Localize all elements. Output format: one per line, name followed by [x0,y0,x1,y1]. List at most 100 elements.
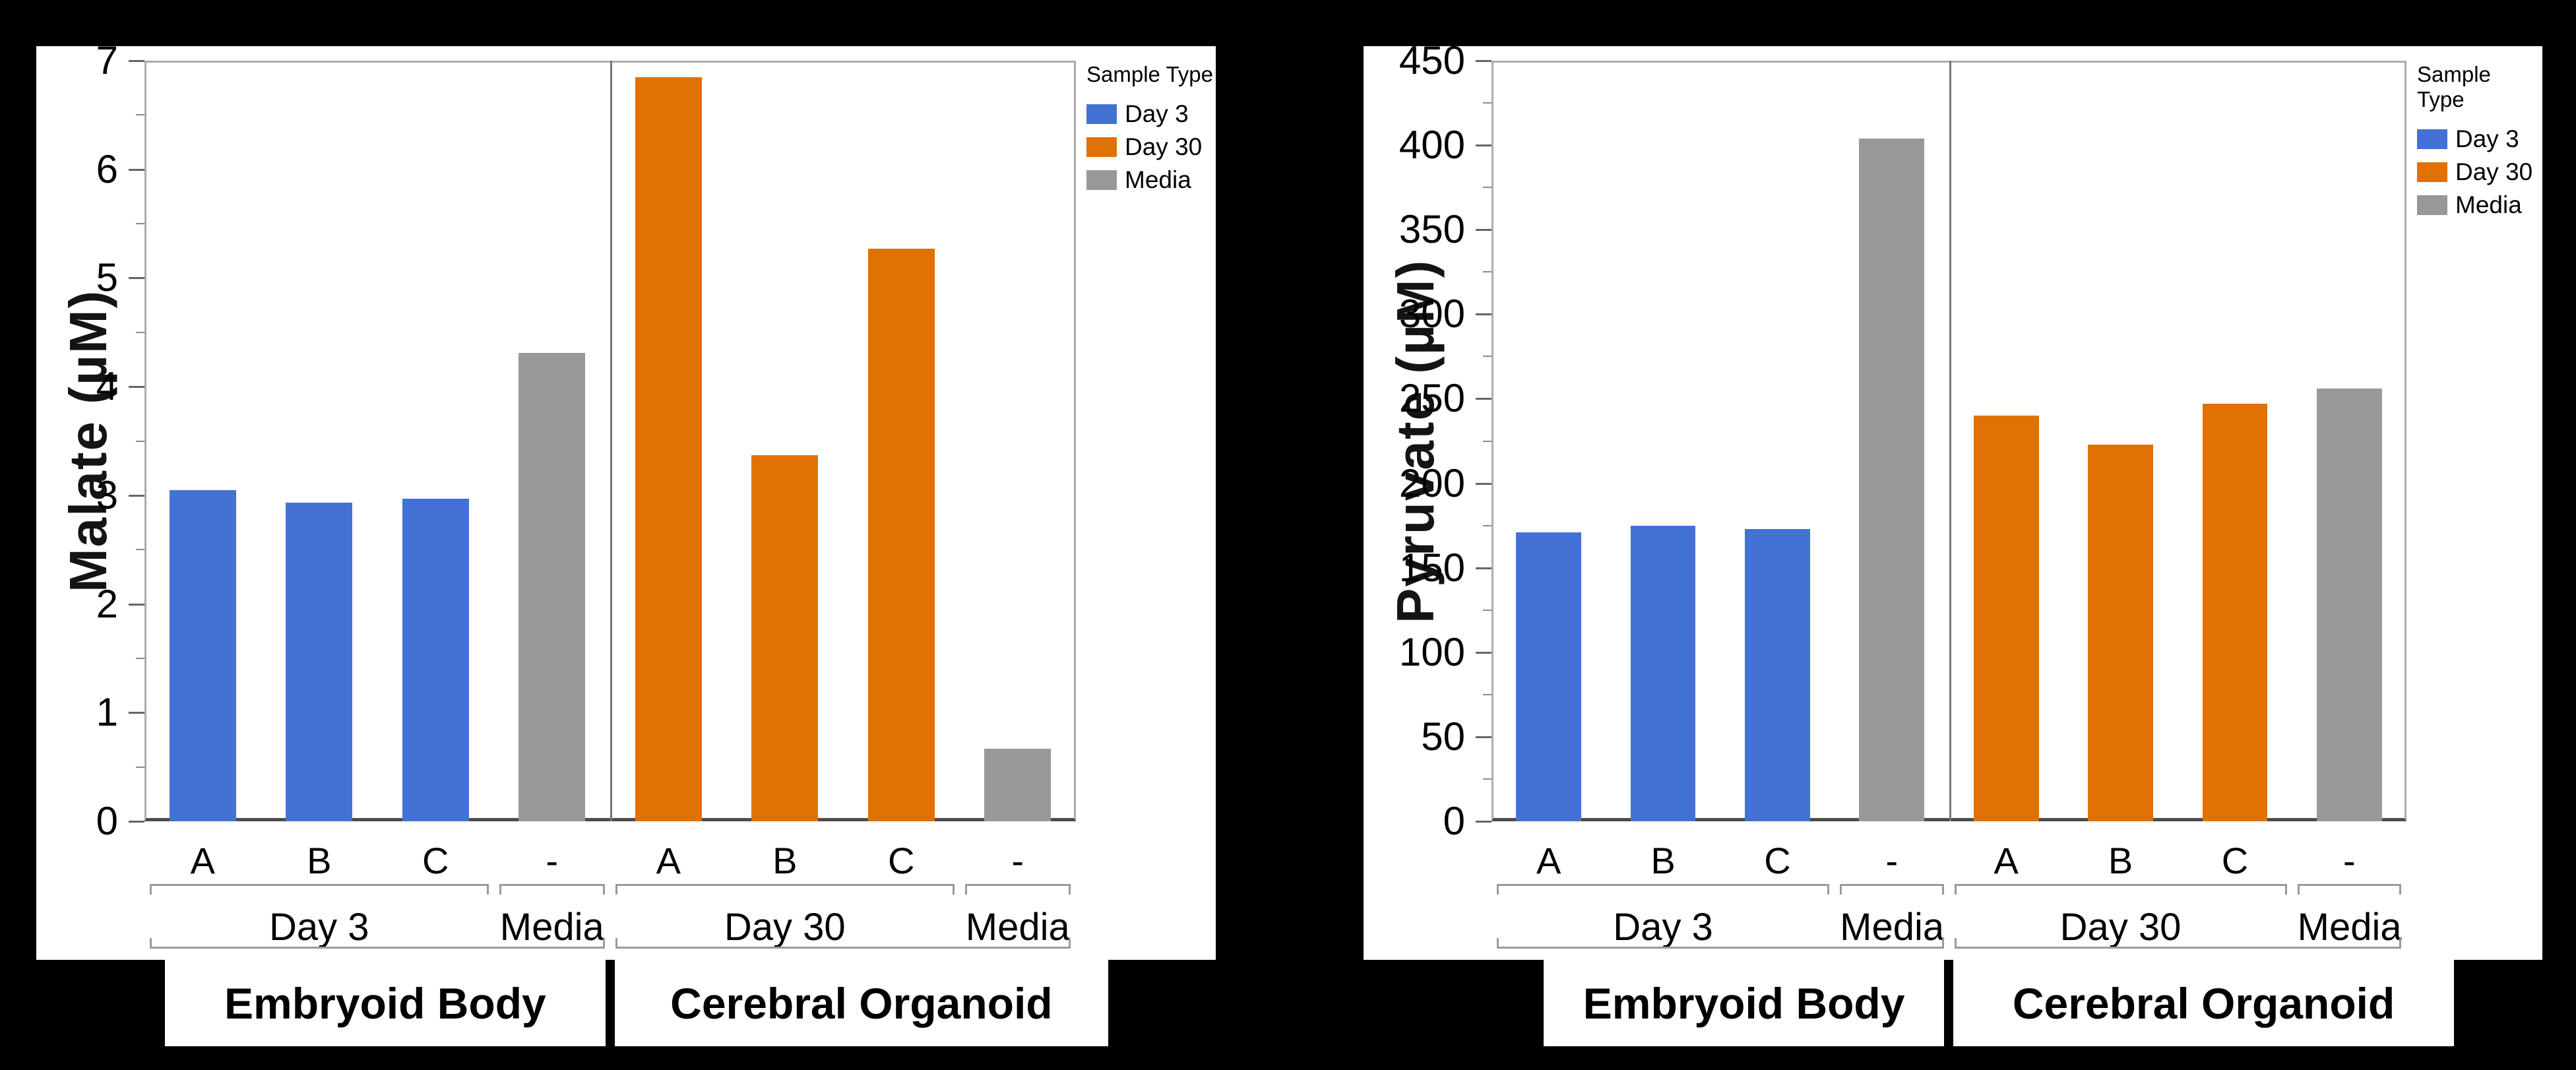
y-major-tick [129,60,144,62]
group-label-embryoid-body: Embryoid Body [1583,978,1905,1028]
y-tick-label: 200 [1398,460,1465,505]
group-bracket [2297,884,2401,895]
y-minor-tick [1483,693,1492,695]
legend-item-label: Media [2455,191,2522,218]
category-label: B [2108,840,2133,881]
y-tick-label: 2 [96,581,118,626]
y-tick-label: 100 [1398,629,1465,674]
y-tick-label: 1 [96,690,118,735]
y-major-tick [1476,398,1492,400]
category-label: C [888,840,915,881]
y-major-tick [1476,144,1492,147]
outer-bracket-line [150,938,605,949]
legend-item-label: Media [1125,166,1191,193]
bar-day3-C [402,498,469,821]
bar-media-- [1859,138,1925,821]
legend-swatch [2417,129,2447,149]
legend-item-day30: Day 30 [1086,131,1213,164]
y-tick-label: 400 [1398,123,1465,168]
outer-bracket-line [1954,938,2401,949]
bar-day30-B [751,455,819,821]
y-major-tick [129,821,144,823]
group-label-divider [1944,960,1954,1046]
category-label: - [1011,840,1024,881]
y-major-tick [1476,229,1492,232]
legend-item-label: Day 30 [2455,158,2533,185]
group-divider-line [610,61,612,821]
y-tick-label: 150 [1398,545,1465,590]
category-label: A [656,840,681,881]
group-label-cerebral-organoid: Cerebral Organoid [670,978,1053,1028]
category-label: A [190,840,215,881]
y-major-tick [1476,60,1492,62]
group-label-cerebral-organoid: Cerebral Organoid [2012,978,2395,1028]
y-tick-label: 300 [1398,292,1465,336]
bar-day3-B [286,503,353,821]
group-bracket [1840,884,1944,895]
bar-day3-A [1516,532,1582,821]
group-bracket-label: Media [965,906,1070,949]
pyruvate-y-axis-title: Pyruvate (µM) [1386,259,1445,623]
group-label-divider [605,960,615,1046]
y-minor-tick [1483,778,1492,780]
y-tick-label: 250 [1398,376,1465,421]
bar-day30-C [867,248,935,821]
group-bracket [1497,884,1830,895]
y-major-tick [129,603,144,606]
malate-legend: Sample Type Day 3 Day 30 Media [1086,62,1213,197]
y-tick-label: 7 [96,38,118,82]
y-major-tick [129,277,144,280]
bar-day30-C [2202,404,2268,821]
legend-item-day3: Day 3 [1086,98,1213,131]
pyruvate-chart-panel: Pyruvate (µM) Sample Type Day 3 Day 30 Med… [1364,40,2542,960]
bar-day3-C [1745,528,1810,821]
group-bracket-label: Day 30 [2059,906,2182,949]
outer-bracket-line [1497,938,1944,949]
group-bracket [499,884,605,895]
legend-item-label: Day 30 [1125,133,1203,160]
legend-title: Sample Type [1086,62,1214,86]
y-major-tick [1476,821,1492,823]
y-minor-tick [1483,440,1492,442]
y-minor-tick [136,440,144,442]
group-bracket-label: Media [499,906,604,949]
category-label: A [1536,840,1561,881]
group-bracket-label: Media [1840,906,1945,949]
category-label: C [2221,840,2249,881]
bar-day3-A [169,489,236,821]
y-tick-label: 5 [96,255,118,300]
y-tick-label: 0 [96,799,118,843]
category-label: C [422,840,449,881]
y-tick-label: 3 [96,472,118,517]
legend-swatch [1086,137,1117,157]
legend-swatch [1086,104,1117,124]
legend-item-day3: Day 3 [2417,123,2542,156]
y-major-tick [1476,651,1492,654]
group-bracket-label: Day 3 [268,906,369,949]
y-tick-label: 6 [96,146,118,191]
bar-media-- [2316,389,2382,821]
group-bracket [964,884,1071,895]
group-bracket [1954,884,2287,895]
category-label: - [2342,840,2356,881]
y-minor-tick [136,331,144,333]
legend-item-label: Day 3 [1125,100,1189,127]
y-major-tick [1476,567,1492,569]
bar-day3-B [1630,525,1696,821]
y-minor-tick [136,657,144,659]
category-label: B [772,840,798,881]
y-minor-tick [1483,102,1492,104]
group-bracket [150,884,489,895]
y-minor-tick [136,549,144,551]
legend-swatch [2417,162,2447,182]
group-label-embryoid-body: Embryoid Body [224,978,546,1028]
group-bracket-label: Day 30 [724,906,846,949]
pyruvate-bottom-label-strip: Embryoid Body Cerebral Organoid [1544,960,2454,1046]
y-minor-tick [136,766,144,768]
legend-swatch [1086,170,1117,190]
y-minor-tick [1483,524,1492,526]
y-minor-tick [1483,356,1492,358]
y-major-tick [129,168,144,171]
y-major-tick [129,494,144,497]
